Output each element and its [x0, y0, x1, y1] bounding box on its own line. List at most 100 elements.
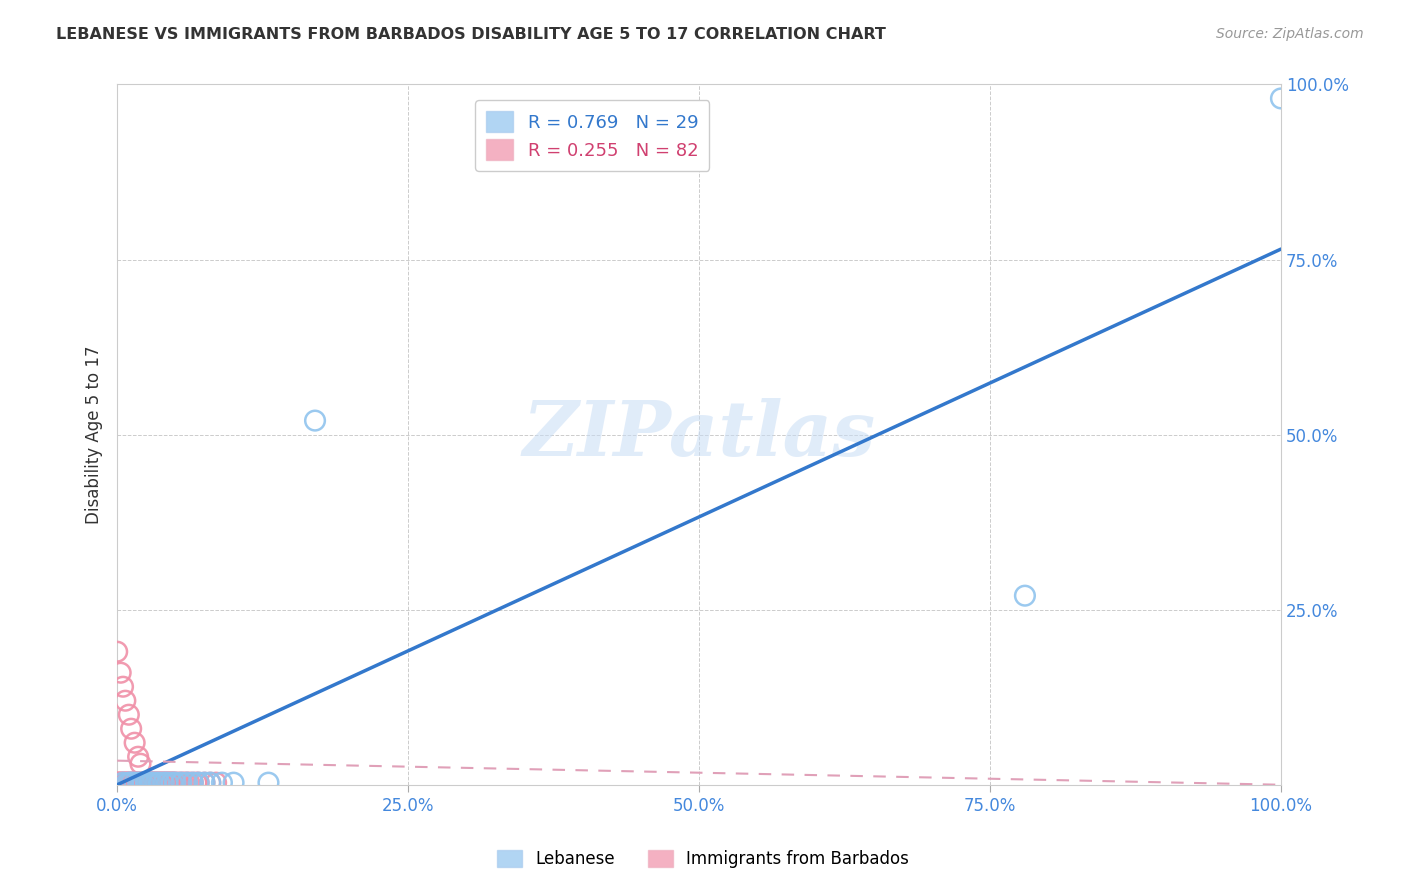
Point: [149, 775, 172, 789]
Point: [145, 775, 167, 789]
Point: [257, 775, 280, 789]
Point: [187, 775, 209, 789]
Point: [129, 775, 152, 789]
Point: [111, 775, 134, 789]
Point: [108, 775, 131, 789]
Point: [127, 775, 149, 789]
Point: [114, 694, 136, 708]
Point: [146, 775, 169, 789]
Point: [122, 775, 145, 789]
Y-axis label: Disability Age 5 to 17: Disability Age 5 to 17: [86, 345, 103, 524]
Point: [145, 775, 167, 789]
Point: [118, 775, 141, 789]
Point: [222, 775, 245, 789]
Point: [110, 665, 132, 680]
Point: [127, 749, 149, 764]
Point: [166, 775, 188, 789]
Point: [111, 775, 134, 789]
Point: [110, 775, 132, 789]
Point: [163, 775, 186, 789]
Point: [105, 645, 128, 659]
Point: [115, 775, 138, 789]
Point: [139, 775, 162, 789]
Point: [173, 775, 195, 789]
Point: [132, 775, 155, 789]
Point: [129, 775, 152, 789]
Point: [107, 775, 129, 789]
Point: [170, 775, 193, 789]
Point: [111, 680, 134, 694]
Point: [121, 775, 143, 789]
Point: [159, 775, 181, 789]
Point: [143, 775, 166, 789]
Text: LEBANESE VS IMMIGRANTS FROM BARBADOS DISABILITY AGE 5 TO 17 CORRELATION CHART: LEBANESE VS IMMIGRANTS FROM BARBADOS DIS…: [56, 27, 886, 42]
Point: [186, 775, 208, 789]
Point: [114, 775, 136, 789]
Point: [117, 775, 139, 789]
Point: [153, 775, 176, 789]
Point: [211, 775, 233, 789]
Point: [118, 707, 141, 722]
Point: [152, 775, 174, 789]
Point: [141, 775, 163, 789]
Point: [176, 775, 198, 789]
Point: [112, 775, 135, 789]
Point: [118, 775, 141, 789]
Point: [125, 775, 148, 789]
Text: ZIPatlas: ZIPatlas: [523, 398, 876, 472]
Point: [120, 775, 142, 789]
Point: [136, 775, 159, 789]
Point: [156, 775, 179, 789]
Point: [132, 775, 155, 789]
Point: [132, 775, 155, 789]
Point: [134, 775, 156, 789]
Point: [142, 775, 165, 789]
Point: [181, 775, 204, 789]
Point: [200, 775, 222, 789]
Point: [131, 775, 153, 789]
Point: [125, 775, 148, 789]
Point: [139, 775, 162, 789]
Text: Source: ZipAtlas.com: Source: ZipAtlas.com: [1216, 27, 1364, 41]
Point: [135, 775, 157, 789]
Point: [124, 775, 146, 789]
Point: [304, 414, 326, 428]
Point: [162, 775, 184, 789]
Point: [160, 775, 183, 789]
Point: [138, 775, 160, 789]
Point: [159, 775, 181, 789]
Point: [141, 775, 163, 789]
Point: [187, 775, 209, 789]
Point: [148, 775, 170, 789]
Point: [181, 775, 204, 789]
Point: [129, 756, 152, 771]
Point: [124, 775, 146, 789]
Point: [135, 775, 157, 789]
Legend: R = 0.769   N = 29, R = 0.255   N = 82: R = 0.769 N = 29, R = 0.255 N = 82: [475, 101, 709, 171]
Point: [105, 775, 128, 789]
Legend: Lebanese, Immigrants from Barbados: Lebanese, Immigrants from Barbados: [491, 843, 915, 875]
Point: [200, 775, 222, 789]
Point: [169, 775, 191, 789]
Point: [111, 775, 134, 789]
Point: [150, 775, 173, 789]
Point: [193, 775, 215, 789]
Point: [179, 775, 201, 789]
Point: [128, 775, 150, 789]
Point: [160, 775, 183, 789]
Point: [205, 775, 228, 789]
Point: [148, 775, 170, 789]
Point: [1014, 589, 1036, 603]
Point: [165, 775, 187, 789]
Point: [120, 722, 142, 736]
Point: [156, 775, 179, 789]
Point: [139, 775, 162, 789]
Point: [152, 775, 174, 789]
Point: [1270, 91, 1292, 105]
Point: [165, 775, 187, 789]
Point: [152, 775, 174, 789]
Point: [145, 775, 167, 789]
Point: [118, 775, 141, 789]
Point: [120, 775, 142, 789]
Point: [127, 775, 149, 789]
